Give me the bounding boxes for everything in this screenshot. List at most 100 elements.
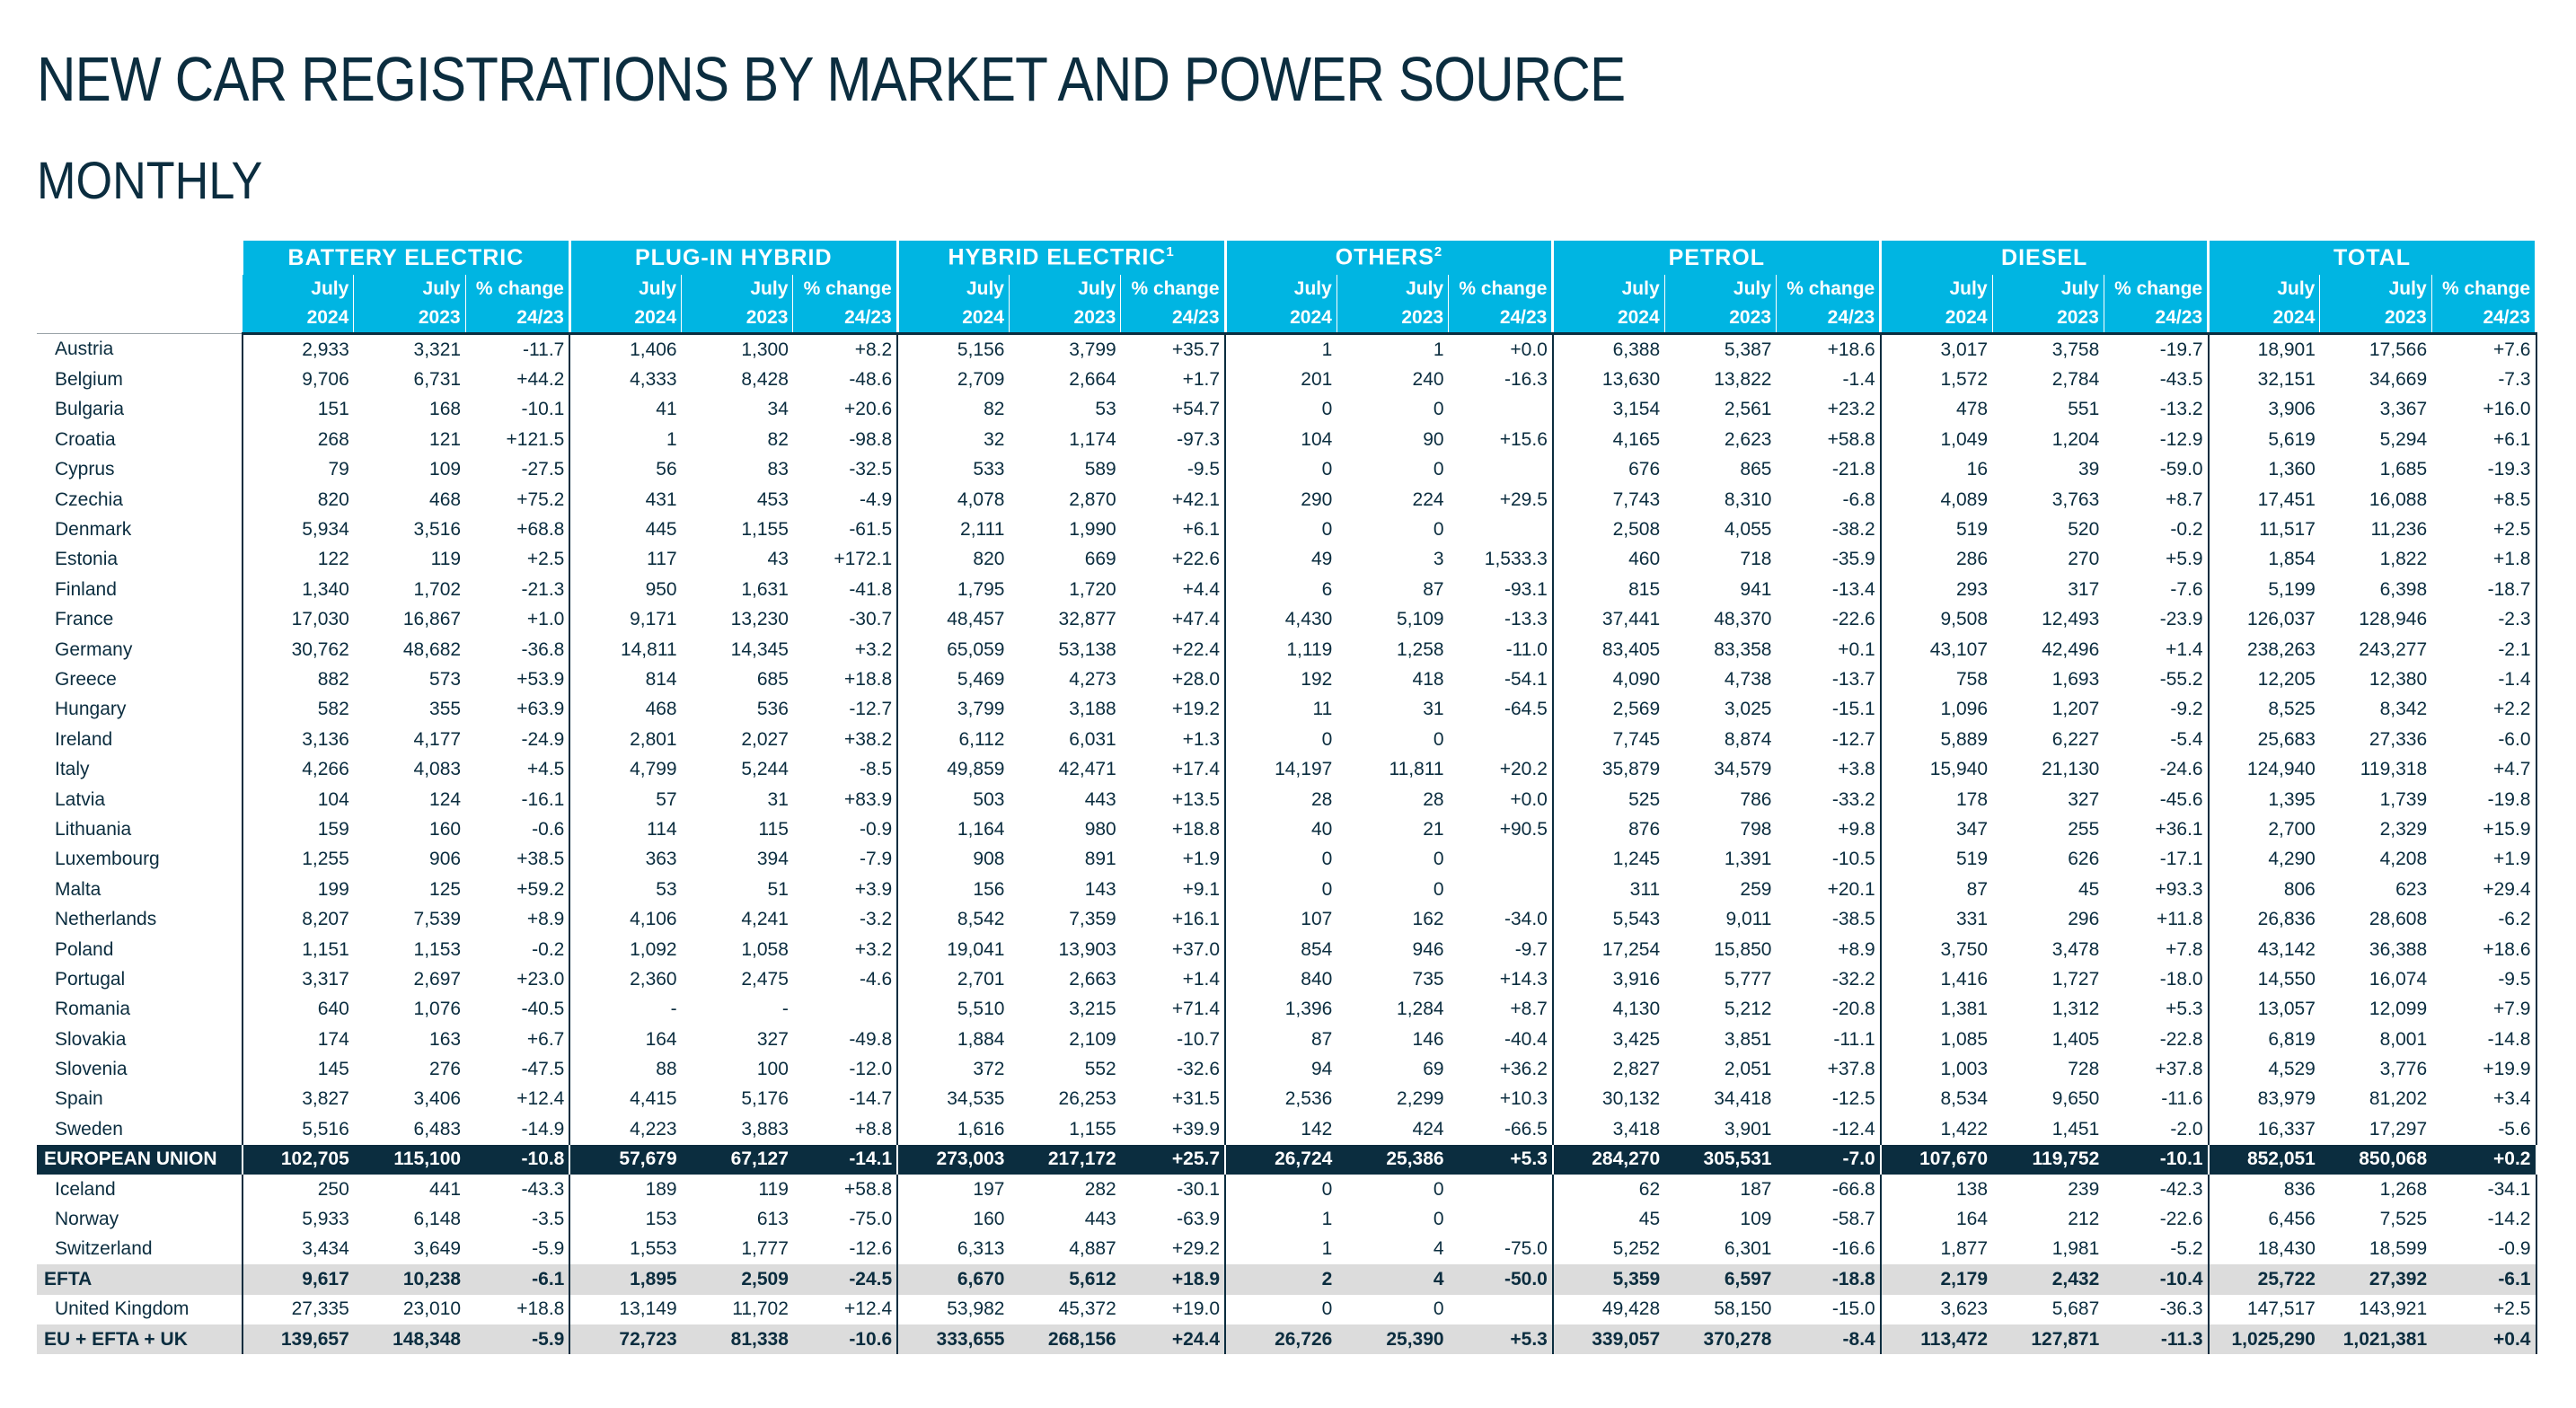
registration-count-cell: 127,871 <box>1992 1324 2104 1355</box>
percent-change-cell: +20.2 <box>1448 754 1554 785</box>
registration-count-cell: 431 <box>645 488 677 510</box>
column-header: 2024 <box>569 304 683 335</box>
registration-count-cell: 573 <box>429 668 462 690</box>
group-header-label: BATTERY ELECTRIC <box>287 244 525 270</box>
registration-count-cell: 27,335 <box>291 1298 349 1320</box>
registration-count-cell: 0 <box>1321 728 1333 750</box>
registration-count-cell: 1 <box>1321 339 1333 360</box>
registration-count-cell: 525 <box>1628 788 1661 810</box>
percent-change-cell: -33.2 <box>1776 784 1882 815</box>
registration-count-cell: 124,940 <box>2246 759 2316 780</box>
registration-count-cell: 159 <box>317 818 349 840</box>
registration-count-cell: 1,396 <box>1284 999 1333 1020</box>
registration-count-cell: 25,722 <box>2208 1264 2320 1295</box>
registration-count-cell: 290 <box>1301 488 1333 510</box>
market-name: Belgium <box>37 365 243 395</box>
registration-count-cell: 35,879 <box>1601 759 1661 780</box>
percent-change-cell: +29.4 <box>2431 875 2537 905</box>
percent-change-cell: -32.6 <box>1120 1054 1227 1085</box>
percent-change-cell: +42.1 <box>1120 484 1227 515</box>
registration-count-cell: 19,041 <box>947 938 1005 960</box>
percent-change-cell: -49.8 <box>792 1024 899 1055</box>
registration-count-cell: 5,294 <box>2379 428 2428 450</box>
registration-count-cell: 115 <box>758 818 789 840</box>
percent-change-cell: 1,533.3 <box>1448 544 1554 576</box>
registration-count-cell: 53,982 <box>947 1298 1005 1320</box>
registration-count-cell: 6,456 <box>2268 1209 2316 1230</box>
registration-count-cell: 820 <box>973 549 1005 570</box>
registration-count-cell: 0 <box>1321 459 1333 480</box>
column-header: July <box>569 275 683 304</box>
column-header: 2023 <box>1664 304 1777 335</box>
percent-change-cell: -22.8 <box>2104 1024 2210 1055</box>
table-row: Estonia 122 119 +2.5 117 43 +172.1 820 669 +22.6 4… <box>37 544 2537 576</box>
registration-count-cell: 1,777 <box>741 1238 789 1260</box>
percent-change-cell: +90.5 <box>1448 814 1554 845</box>
registration-count-cell: 115,100 <box>353 1144 466 1175</box>
percent-change-cell: +18.8 <box>792 664 899 695</box>
percent-change-cell: +75.2 <box>465 484 571 515</box>
column-header: July <box>1992 275 2104 304</box>
registration-count-cell: 460 <box>1628 549 1661 570</box>
registration-count-cell: 25,390 <box>1337 1324 1449 1355</box>
percent-change-cell: +24.4 <box>1120 1324 1227 1355</box>
table-row: Poland 1,151 1,153 -0.2 1,092 1,058 +3.2 19,041… <box>37 934 2537 965</box>
registration-count-cell: 5,199 <box>2268 578 2316 600</box>
registration-count-cell: 37,441 <box>1601 609 1661 630</box>
percent-change-cell: -14.2 <box>2431 1204 2537 1235</box>
registration-count-cell: 6,148 <box>413 1209 462 1230</box>
percent-change-cell: +28.0 <box>1120 664 1227 695</box>
registration-count-cell: 16,867 <box>402 609 462 630</box>
percent-change-cell: +6.1 <box>1120 515 1227 545</box>
registration-count-cell: 3,883 <box>741 1118 789 1140</box>
percent-change-cell: -0.2 <box>2104 515 2210 545</box>
percent-change-cell: +0.0 <box>1448 333 1554 365</box>
market-name: Cyprus <box>37 454 243 485</box>
registration-count-cell: 49,428 <box>1601 1298 1661 1320</box>
registration-count-cell: 104 <box>317 788 349 810</box>
registration-count-cell: 3,916 <box>1612 968 1661 990</box>
registration-count-cell: 284,270 <box>1552 1144 1665 1175</box>
registration-count-cell: 468 <box>429 488 462 510</box>
registration-count-cell: 286 <box>1955 549 1989 570</box>
percent-change-cell: -22.6 <box>1776 604 1882 635</box>
percent-change-cell: +18.6 <box>1776 333 1882 365</box>
registration-count-cell: 8,342 <box>2379 699 2428 720</box>
registration-count-cell: 48,457 <box>947 609 1005 630</box>
registration-count-cell: 5,469 <box>957 668 1005 690</box>
registration-count-cell: 5,889 <box>1940 728 1989 750</box>
registration-count-cell: 212 <box>2068 1209 2100 1230</box>
registration-count-cell: 17,254 <box>1601 938 1661 960</box>
percent-change-cell: -36.8 <box>465 634 571 665</box>
registration-count-cell: 119 <box>430 549 462 570</box>
column-header: % change <box>1448 275 1555 304</box>
percent-change-cell: +39.9 <box>1120 1114 1227 1145</box>
percent-change-cell: -42.3 <box>2104 1174 2210 1205</box>
registration-count-cell: 268 <box>317 428 349 450</box>
registration-count-cell: 18,430 <box>2257 1238 2316 1260</box>
percent-change-cell: +3.2 <box>792 634 899 665</box>
registration-count-cell: 49,859 <box>947 759 1005 780</box>
registration-count-cell: 296 <box>2068 909 2100 930</box>
registration-count-cell: 1,854 <box>2268 549 2316 570</box>
table-row: France 17,030 16,867 +1.0 9,171 13,230 -30.7 48… <box>37 604 2537 635</box>
registration-count-cell: 243,277 <box>2359 638 2428 660</box>
registration-count-cell: 1,284 <box>1397 999 1444 1020</box>
registration-count-cell: 3,025 <box>1724 699 1772 720</box>
percent-change-cell: +7.9 <box>2431 994 2537 1025</box>
registration-count-cell: 2,360 <box>630 968 677 990</box>
percent-change-cell <box>1448 1204 1554 1235</box>
registration-count-cell: 1,268 <box>2379 1178 2428 1200</box>
percent-change-cell: +44.2 <box>465 365 571 395</box>
registration-count-cell: 906 <box>429 849 462 870</box>
registration-count-cell: 5,543 <box>1612 909 1661 930</box>
percent-change-cell: -19.7 <box>2104 333 2210 365</box>
registration-count-cell: 147,517 <box>2246 1298 2316 1320</box>
registration-count-cell: 2,709 <box>957 369 1005 391</box>
table-row: Norway 5,933 6,148 -3.5 153 613 -75.0 160 443 -63… <box>37 1204 2537 1235</box>
percent-change-cell: +20.6 <box>792 394 899 426</box>
registration-count-cell: 1,822 <box>2379 549 2428 570</box>
registration-count-cell: 0 <box>1321 1298 1333 1320</box>
percent-change-cell: -5.6 <box>2431 1114 2537 1145</box>
registration-count-cell: 124 <box>429 788 462 810</box>
